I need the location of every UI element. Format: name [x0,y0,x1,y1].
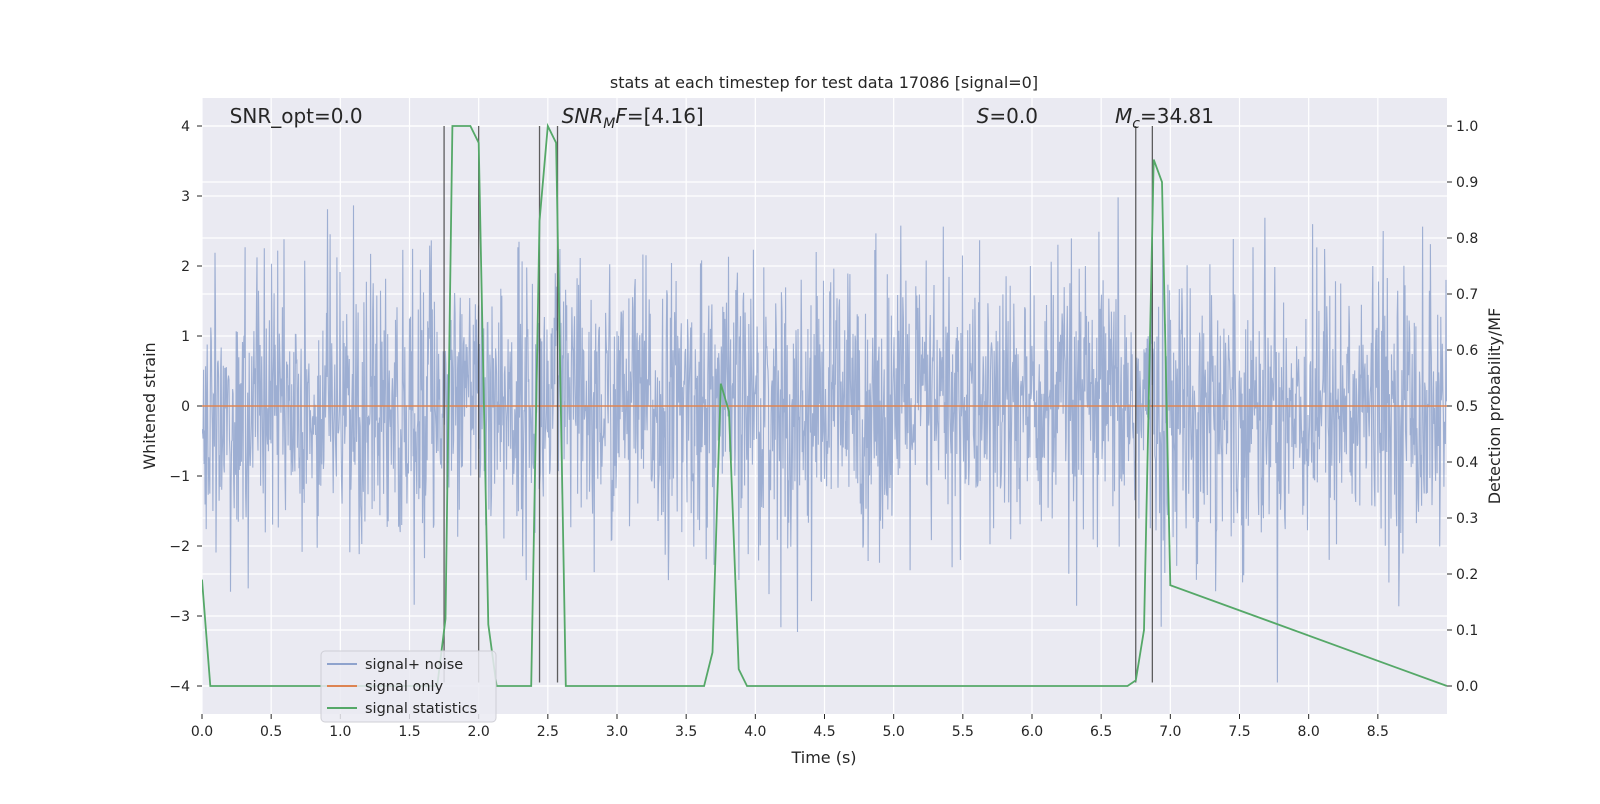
x-tick-label: 4.5 [813,724,835,740]
legend-box [320,650,497,723]
y-right-tick-label: 0.3 [1456,511,1478,527]
annotation-snr-mf: SNRMF=[4.16] [562,104,704,132]
chart-title: stats at each timestep for test data 170… [610,73,1038,92]
y-right-tick-label: 0.6 [1456,343,1478,359]
y-left-tick-label: 1 [181,329,190,345]
x-tick-label: 0.0 [191,724,213,740]
y-left-axis-label: Whitened strain [140,342,159,469]
noise-line [202,197,1447,683]
y-right-tick-label: 0.0 [1456,679,1478,695]
y-right-tick-label: 1.0 [1456,119,1478,135]
y-left-tick-label: −3 [169,609,190,625]
signal-statistics-line [202,122,1447,687]
x-tick-label: 1.0 [329,724,351,740]
noise-series [202,197,1447,683]
y-right-tick-label: 0.4 [1456,455,1478,471]
y-right-axis-label: Detection probability/MF [1485,308,1504,505]
annotation-mc-value: Mc=34.81 [1115,104,1214,132]
x-tick-label: 1.5 [398,724,420,740]
x-tick-label: 7.5 [1228,724,1250,740]
x-tick-label: 7.0 [1159,724,1181,740]
y-left-tick-label: −2 [169,539,190,555]
x-tick-label: 8.0 [1298,724,1320,740]
x-tick-label: 3.5 [675,724,697,740]
annotations: SNR_opt=0.0 SNRMF=[4.16] S=0.0 Mc=34.81 [230,104,1214,132]
annotation-s-value: S=0.0 [977,104,1038,128]
legend-label: signal statistics [365,701,477,717]
y-left-tick-label: 2 [181,259,190,275]
y-right-axis-ticks: 0.0 0.1 0.2 0.3 0.4 0.5 0.6 0.7 0.8 0.9 1.0 [1447,119,1478,695]
x-tick-label: 2.0 [468,724,490,740]
x-tick-label: 3.0 [606,724,628,740]
x-tick-label: 8.5 [1367,724,1389,740]
y-left-tick-label: −1 [169,469,190,485]
x-tick-label: 4.0 [744,724,766,740]
y-left-tick-label: −4 [169,679,190,695]
y-right-tick-label: 0.9 [1456,175,1478,191]
x-tick-label: 2.5 [537,724,559,740]
legend-label: signal+ noise [365,657,463,673]
x-axis-label: Time (s) [790,748,856,767]
x-tick-label: 6.0 [1021,724,1043,740]
y-right-tick-label: 0.5 [1456,399,1478,415]
signal-statistics-series [202,122,1447,687]
y-left-axis-ticks: −4 −3 −2 −1 0 1 2 3 4 [169,119,202,695]
x-tick-label: 5.5 [952,724,974,740]
y-right-tick-label: 0.8 [1456,231,1478,247]
y-right-tick-label: 0.2 [1456,567,1478,583]
x-axis-ticks: 0.0 0.5 1.0 1.5 2.0 2.5 3.0 3.5 4.0 4.5 5.0 5.5 6.0 6… [191,714,1389,740]
annotation-snr-opt: SNR_opt=0.0 [230,104,363,128]
legend-label: signal only [365,679,444,695]
y-left-tick-label: 0 [181,399,190,415]
legend: signal+ noise signal only signal statistic… [320,650,497,723]
x-tick-label: 5.0 [883,724,905,740]
x-tick-label: 0.5 [260,724,282,740]
y-left-tick-label: 3 [181,189,190,205]
y-right-tick-label: 0.7 [1456,287,1478,303]
y-left-tick-label: 4 [181,119,190,135]
y-right-tick-label: 0.1 [1456,623,1478,639]
x-tick-label: 6.5 [1090,724,1112,740]
